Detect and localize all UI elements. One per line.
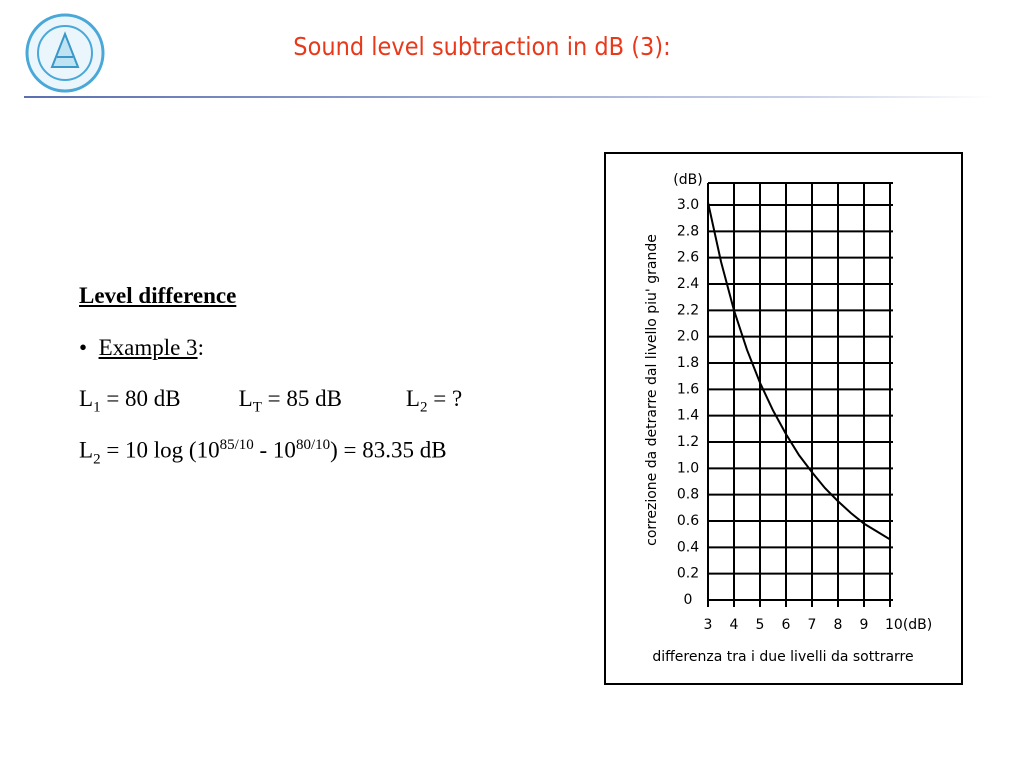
x-tick-label: 7 bbox=[808, 617, 817, 633]
x-tick-label: 4 bbox=[730, 617, 739, 633]
eq: = ? bbox=[427, 386, 463, 411]
var: L bbox=[79, 386, 94, 411]
y-tick-label: 2.0 bbox=[677, 329, 699, 345]
bullet: • Example 3: bbox=[79, 335, 204, 360]
y-tick-label: 3.0 bbox=[677, 197, 699, 213]
subscript: 1 bbox=[93, 399, 101, 416]
slide-title: Sound level subtraction in dB (3): bbox=[293, 32, 671, 61]
y-tick-label: 2.6 bbox=[677, 250, 699, 266]
y-axis-label: correzione da detrarre dal livello piu' … bbox=[644, 234, 660, 546]
y-tick-label: 1.0 bbox=[677, 460, 699, 476]
eq: = 10 log (10 bbox=[100, 437, 220, 463]
y-tick-label: 0.8 bbox=[677, 487, 699, 503]
y-tick-label: 2.4 bbox=[677, 276, 699, 292]
superscript: 80/10 bbox=[295, 437, 331, 453]
y-tick-label: 0.6 bbox=[677, 513, 699, 529]
x-tick-label: 3 bbox=[704, 617, 713, 633]
y-tick-label: 0.4 bbox=[677, 539, 699, 555]
var: L bbox=[238, 386, 253, 411]
x-tick-label: 9 bbox=[860, 617, 869, 633]
y-tick-label: 0.2 bbox=[677, 566, 699, 582]
bullet-suffix: : bbox=[197, 335, 204, 360]
eq: - 10 bbox=[253, 437, 296, 463]
y-tick-label: 2.8 bbox=[677, 223, 699, 239]
x-tick-label: 5 bbox=[756, 617, 765, 633]
x-axis-label: differenza tra i due livelli da sottrarr… bbox=[652, 649, 913, 665]
equation-line: L2 = 10 log (1085/10 - 1080/10) = 83.35 … bbox=[79, 437, 447, 468]
eq: = 85 dB bbox=[261, 386, 342, 411]
bullet-text: Example 3 bbox=[98, 335, 198, 360]
heading: Level difference bbox=[79, 283, 237, 308]
subscript: T bbox=[252, 399, 262, 416]
y-tick-label: 1.6 bbox=[677, 381, 699, 397]
y-tick-label: 1.4 bbox=[677, 408, 699, 424]
var: L bbox=[405, 386, 420, 411]
equation-line: L1 = 80 dB LT = 85 dB L2 = ? bbox=[79, 386, 462, 417]
y-tick-label: 1.2 bbox=[677, 434, 699, 450]
header-rule bbox=[24, 96, 994, 98]
x-tick-label: 8 bbox=[834, 617, 843, 633]
var: L bbox=[79, 437, 94, 463]
x-tick-label: 6 bbox=[782, 617, 791, 633]
subscript: 2 bbox=[419, 399, 428, 416]
y-tick-label: 2.2 bbox=[677, 302, 699, 318]
curve bbox=[707, 202, 891, 541]
superscript: 85/10 bbox=[219, 437, 254, 453]
chart-frame bbox=[604, 152, 963, 685]
eq: ) = 83.35 dB bbox=[330, 437, 447, 463]
y-unit: (dB) bbox=[673, 172, 702, 188]
y-tick-label: 0 bbox=[684, 592, 693, 608]
logo bbox=[25, 13, 105, 93]
y-tick-label: 1.8 bbox=[677, 355, 699, 371]
x-tick-label: 10(dB) bbox=[885, 617, 932, 633]
subscript: 2 bbox=[93, 451, 101, 468]
eq: = 80 dB bbox=[100, 386, 181, 411]
